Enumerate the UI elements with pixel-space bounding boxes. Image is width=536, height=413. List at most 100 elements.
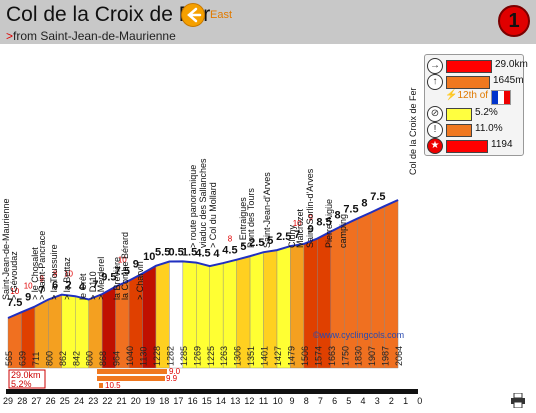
altitude-label: 1285	[179, 346, 189, 366]
km-marker-label: 20	[131, 396, 141, 406]
altitude-label: 868	[98, 351, 108, 366]
gradient-label: 7	[294, 229, 300, 241]
altitude-label: 1269	[192, 346, 202, 366]
km-marker-label: 8	[304, 396, 309, 406]
max-gradient-label: 9	[39, 275, 44, 284]
place-label: > Gévoudaz	[9, 251, 19, 300]
gradient-label: 5	[240, 241, 246, 253]
rank-text: ⚡12th of	[445, 90, 489, 101]
gradient-label: 9	[308, 224, 314, 236]
gradient-label: 9	[133, 259, 139, 271]
summary-box	[8, 369, 46, 389]
gradient-label: 8	[361, 197, 367, 209]
km-marker-label: 15	[202, 396, 212, 406]
print-icon[interactable]	[510, 393, 526, 408]
gradient-label: 7	[92, 279, 98, 291]
altitude-label: 1663	[327, 346, 337, 366]
km-marker-label: 21	[117, 396, 127, 406]
altitude-label: 964	[112, 351, 122, 366]
altitude-label: 1225	[206, 346, 216, 366]
place-label: > Entraigues	[238, 197, 248, 248]
gradient-label: 0.5	[168, 246, 183, 258]
altitude-label: 1306	[233, 346, 243, 366]
place-label: Saint-Sorlin-d'Arves	[305, 168, 315, 248]
altitude-label: 1130	[139, 347, 149, 366]
km-marker-label: 2	[389, 396, 394, 406]
avg-gradient-bar	[446, 108, 472, 121]
km-marker-label: 3	[375, 396, 380, 406]
gradient-label: 9	[25, 292, 31, 304]
km-marker-label: 5	[346, 396, 351, 406]
place-label: viaduc des Sallanches	[198, 158, 208, 248]
altitude-label: 1506	[300, 346, 310, 366]
altitude-label: 862	[58, 351, 68, 366]
credit-link[interactable]: ©www.cyclingcols.com	[313, 330, 405, 340]
place-label: > route panoramique	[188, 165, 198, 248]
avg-gradient-value: 5.2%	[475, 107, 498, 118]
max-gradient-label: 8	[53, 270, 58, 279]
summary-gradient: 5.2%	[11, 379, 32, 389]
gradient-label: 6	[52, 280, 58, 292]
distance-icon: →	[427, 58, 443, 74]
altitude-label: 1228	[152, 346, 162, 366]
altitude-label: 842	[71, 351, 81, 366]
place-label: Saint-Jean-d'Arves	[262, 172, 272, 248]
place-label: > D110	[88, 271, 98, 300]
profile-segment	[357, 212, 372, 369]
direction-button[interactable]	[181, 3, 205, 27]
km-ruler	[6, 389, 418, 394]
rank-value: 12th of	[457, 90, 489, 101]
difficulty-bar	[446, 140, 488, 153]
gradient-label: 9.5	[101, 272, 116, 284]
altitude-label: 800	[44, 351, 54, 366]
max-gradient-value: 11.0%	[475, 123, 503, 134]
lower-bar	[97, 369, 167, 374]
distance-value: 29.0km	[495, 59, 528, 70]
gradient-label: 10	[143, 251, 155, 263]
gradient-label: 4	[79, 281, 86, 293]
km-marker-label: 13	[230, 396, 240, 406]
km-marker-label: 25	[60, 396, 70, 406]
altitude-label: 1907	[367, 346, 377, 366]
km-marker-label: 18	[159, 396, 169, 406]
place-label: > Saint-Pancrace	[37, 231, 47, 300]
altitude-label: 800	[85, 351, 95, 366]
gradient-label: 7.5	[370, 191, 385, 203]
km-marker-label: 6	[332, 396, 337, 406]
route-origin: from Saint-Jean-de-Maurienne	[13, 29, 176, 43]
place-label: Saint-Jean-de-Maurienne	[1, 198, 11, 300]
gradient-label: 5.5	[155, 247, 170, 259]
place-label: > Col du Mollard	[208, 182, 218, 248]
km-marker-label: 29	[3, 396, 13, 406]
km-marker-label: 26	[46, 396, 56, 406]
altitude-label: 711	[31, 352, 41, 366]
place-label: camping	[338, 214, 348, 248]
place-label: Pierre Aigüe	[324, 199, 334, 248]
direction-label[interactable]: East	[210, 9, 233, 21]
place-label: Cluny	[287, 224, 297, 248]
max-gradient-label: 8	[228, 235, 233, 244]
altitude-label: 1351	[246, 346, 256, 366]
profile-segment	[384, 199, 399, 369]
gradient-label: 4.5	[222, 245, 237, 257]
place-label: > la Toussuire	[49, 244, 59, 300]
stats-panel: → 29.0km ↑ 1645m ⚡12th of ⊘ 5.2% ! 11.0%…	[424, 54, 528, 156]
lower-bar-value: 9.9	[166, 374, 178, 383]
km-marker-label: 14	[216, 396, 226, 406]
place-label: la Combe Bérard	[120, 232, 130, 300]
lower-bar	[99, 383, 103, 388]
lower-bar-value: 10.5	[105, 381, 121, 390]
gradient-label: 7.5	[115, 266, 130, 278]
summary-distance: 29.0km	[11, 370, 41, 380]
altitude-label: 1427	[273, 346, 283, 366]
km-marker-label: 19	[145, 396, 155, 406]
gradient-label: 5	[267, 235, 273, 247]
altitude-label: 1401	[260, 346, 270, 366]
place-label: > Charvin	[135, 261, 145, 300]
km-marker-label: 1	[403, 396, 408, 406]
max-gradient-label: 10	[10, 287, 19, 296]
lower-bar	[97, 376, 165, 381]
place-label: Malcrozet	[295, 208, 305, 248]
altitude-label: 1282	[165, 346, 175, 366]
